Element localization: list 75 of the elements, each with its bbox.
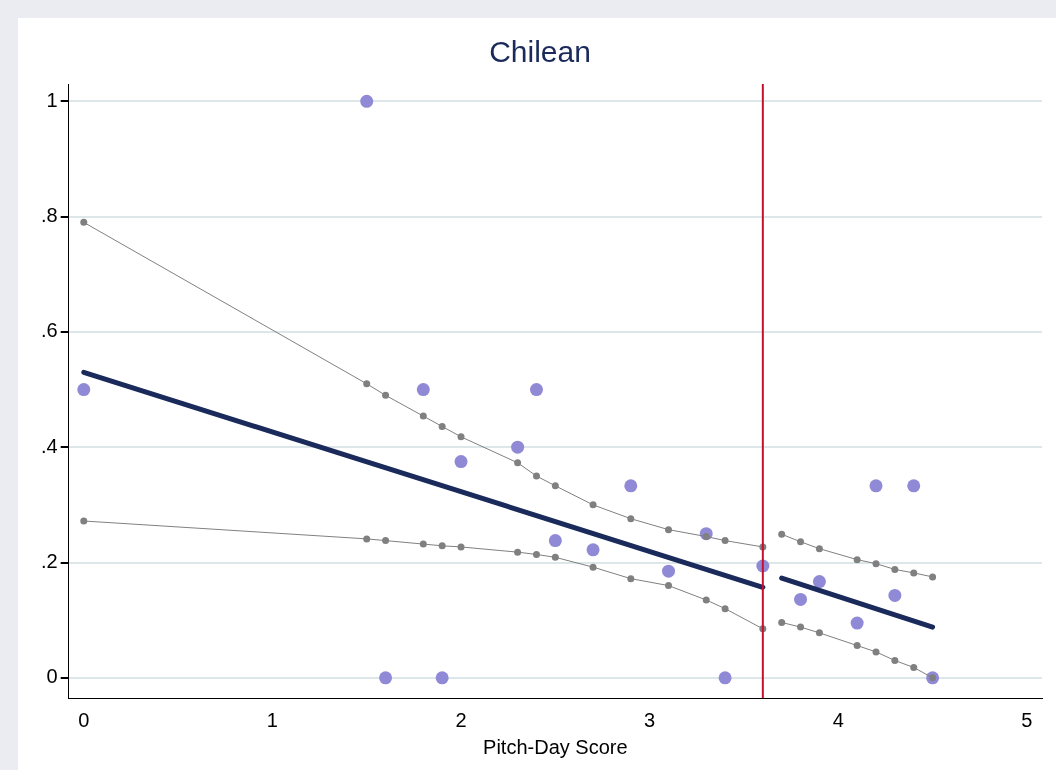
point — [910, 569, 918, 577]
x-tick-label: 2 — [455, 708, 467, 731]
point — [662, 564, 676, 578]
chart-title: Chilean — [489, 35, 591, 69]
point — [363, 535, 371, 543]
point — [77, 383, 91, 397]
point — [419, 412, 427, 420]
y-tick-label: 1 — [46, 88, 58, 111]
point — [80, 218, 88, 226]
x-tick-label: 3 — [644, 708, 656, 731]
point — [721, 537, 729, 545]
point — [627, 575, 635, 583]
point — [812, 575, 826, 589]
point — [797, 538, 805, 546]
point — [624, 479, 638, 493]
point — [532, 550, 540, 558]
point — [379, 671, 393, 685]
point — [589, 563, 597, 571]
point — [511, 440, 525, 454]
point — [721, 605, 729, 613]
point — [794, 592, 808, 606]
point — [586, 543, 600, 557]
y-tick-label: .2 — [40, 550, 58, 573]
point — [665, 582, 673, 590]
point — [382, 391, 390, 399]
point — [551, 482, 559, 490]
point — [454, 455, 468, 469]
point — [529, 383, 543, 397]
x-tick-label: 1 — [266, 708, 278, 731]
point — [872, 560, 880, 568]
point — [853, 556, 861, 564]
point — [548, 534, 562, 548]
point — [532, 472, 540, 480]
y-tick-label: .8 — [40, 204, 58, 227]
point — [416, 383, 430, 397]
point — [815, 545, 823, 553]
point — [815, 629, 823, 637]
point — [891, 565, 899, 573]
point — [627, 515, 635, 523]
point — [360, 94, 374, 108]
point — [435, 671, 449, 685]
y-tick-label: .6 — [40, 319, 58, 342]
point — [929, 573, 937, 581]
point — [419, 540, 427, 548]
point — [457, 543, 465, 551]
y-tick-label: 0 — [46, 665, 58, 688]
point — [888, 588, 902, 602]
point — [514, 548, 522, 556]
point — [589, 501, 597, 509]
point — [551, 553, 559, 561]
y-tick-label: .4 — [40, 434, 58, 457]
point — [778, 618, 786, 626]
point — [869, 479, 883, 493]
point — [718, 671, 732, 685]
point — [702, 596, 710, 604]
point — [438, 542, 446, 550]
x-tick-label: 4 — [832, 708, 844, 731]
point — [853, 642, 861, 650]
point — [910, 663, 918, 671]
x-tick-label: 0 — [78, 708, 90, 731]
point — [665, 526, 673, 534]
point — [438, 422, 446, 430]
point — [457, 433, 465, 441]
point — [872, 648, 880, 656]
x-axis-title: Pitch-Day Score — [483, 735, 628, 758]
x-tick-label: 5 — [1021, 708, 1033, 731]
point — [778, 530, 786, 538]
point — [850, 616, 864, 630]
point — [797, 623, 805, 631]
point — [514, 459, 522, 467]
point — [363, 380, 371, 388]
point — [382, 537, 390, 545]
point — [80, 517, 88, 525]
point — [891, 657, 899, 665]
point — [907, 479, 921, 493]
